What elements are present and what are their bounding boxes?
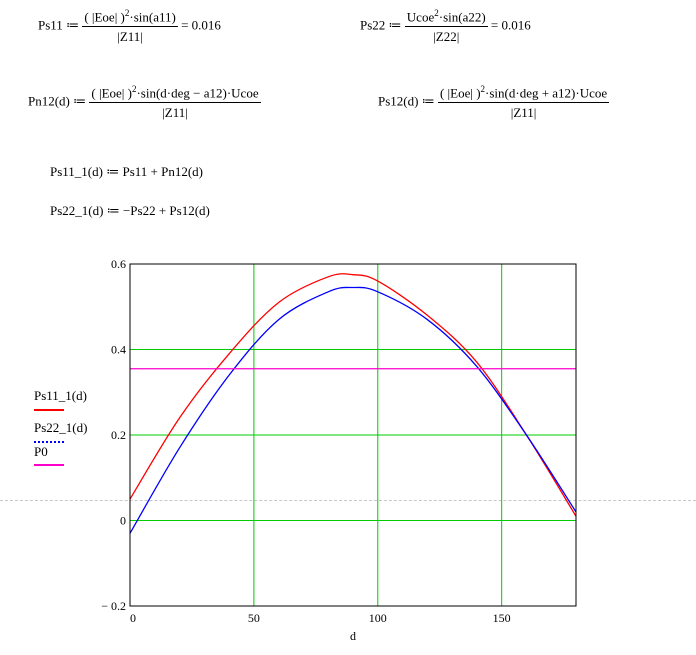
page-break-line [0,500,696,501]
ps12-lhs: Ps12(d) [378,93,419,109]
series-line-1 [129,286,577,534]
pn12-fraction: ( |Eoe| )2·sin(d·deg − a12)·Ucoe |Z11| [89,84,261,121]
assign-symbol: ≔ [388,17,402,33]
legend-label-ps11-1: Ps11_1(d) [34,388,87,403]
legend-swatch-ps22-1 [34,441,64,443]
ps11-fraction: ( |Eoe| )2·sin(a11) |Z11| [82,8,178,45]
tick-labels: 0 50 100 150 − 0.2 0 0.2 0.4 0.6 [101,257,510,625]
ps22-fraction: Ucoe2·sin(a22) |Z22| [404,8,488,45]
y-tick-label: 0 [120,514,126,528]
legend-label-p0: P0 [34,444,48,459]
assign-symbol: ≔ [66,17,80,33]
ps12-denominator: |Z11| [437,102,610,121]
ps12-numerator: ( |Eoe| )2·sin(d·deg + a12)·Ucoe [439,84,608,101]
x-axis-label: d [350,629,356,643]
pn12-lhs: Pn12(d) [28,93,70,109]
y-tick-label: 0.6 [111,257,126,271]
ps22-denominator: |Z22| [404,26,488,45]
x-tick-label: 0 [130,611,136,625]
assign-symbol: ≔ [421,93,435,109]
ps22-numerator: Ucoe2·sin(a22) [406,8,486,25]
pn12-denominator: |Z11| [89,102,261,121]
plot-frame [129,263,577,607]
ps11-1-definition[interactable]: Ps11_1(d) ≔ Ps11 + Pn12(d) [50,164,203,179]
ps11-definition[interactable]: Ps11 ≔ ( |Eoe| )2·sin(a11) |Z11| = 0.016 [38,8,221,45]
ps22-definition[interactable]: Ps22 ≔ Ucoe2·sin(a22) |Z22| = 0.016 [360,8,531,45]
y-tick-label: 0.4 [111,343,126,357]
ps12-fraction: ( |Eoe| )2·sin(d·deg + a12)·Ucoe |Z11| [437,84,610,121]
x-tick-label: 50 [248,611,260,625]
ps22-lhs: Ps22 [360,17,386,33]
series-line-0 [129,273,577,517]
ps11-result: = 0.016 [181,17,221,33]
x-tick-label: 100 [369,611,387,625]
ps22-result: = 0.016 [490,17,531,33]
ps11-lhs: Ps11 [38,17,63,33]
ps22-1-definition[interactable]: Ps22_1(d) ≔ −Ps22 + Ps12(d) [50,203,210,218]
series-group [129,273,577,534]
grid [130,264,576,606]
assign-symbol: ≔ [73,93,87,109]
y-tick-label: − 0.2 [101,599,126,613]
ps11-denominator: |Z11| [82,26,178,45]
ps11-numerator: ( |Eoe| )2·sin(a11) [84,8,176,25]
y-tick-label: 0.2 [111,428,126,442]
legend-swatch-ps11-1 [34,409,64,411]
legend-swatch-p0 [34,464,64,466]
x-tick-label: 150 [493,611,511,625]
ps12-definition[interactable]: Ps12(d) ≔ ( |Eoe| )2·sin(d·deg + a12)·Uc… [378,84,610,121]
pn12-definition[interactable]: Pn12(d) ≔ ( |Eoe| )2·sin(d·deg − a12)·Uc… [28,84,261,121]
pn12-numerator: ( |Eoe| )2·sin(d·deg − a12)·Ucoe [91,84,259,101]
legend-label-ps22-1: Ps22_1(d) [34,420,88,435]
